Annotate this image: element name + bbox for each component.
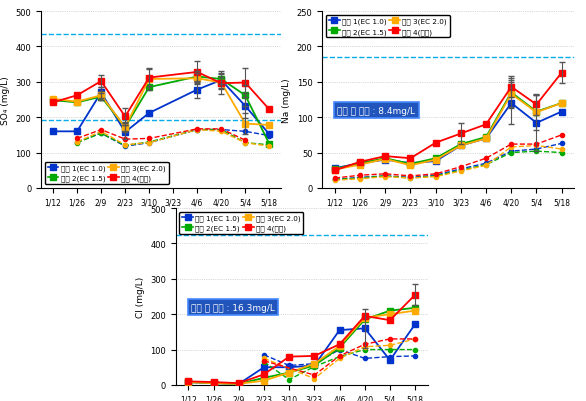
Legend: 배액 1(EC 1.0), 배액 2(EC 1.5), 배액 3(EC 2.0), 배액 4(전량): 배액 1(EC 1.0), 배액 2(EC 1.5), 배액 3(EC 2.0)… <box>45 162 169 185</box>
Y-axis label: Na (mg/L): Na (mg/L) <box>282 78 291 123</box>
Y-axis label: SO₄ (mg/L): SO₄ (mg/L) <box>1 76 10 125</box>
Y-axis label: Cl (mg/L): Cl (mg/L) <box>135 276 145 317</box>
Text: 원수 내 농도 : 16.3mg/L: 원수 내 농도 : 16.3mg/L <box>191 303 275 312</box>
Legend: 배액 1(EC 1.0), 배액 2(EC 1.5), 배액 3(EC 2.0), 배액 4(전량): 배액 1(EC 1.0), 배액 2(EC 1.5), 배액 3(EC 2.0)… <box>326 16 450 38</box>
Text: 원수 내 농도 : 8.4mg/L: 원수 내 농도 : 8.4mg/L <box>338 106 415 115</box>
Legend: 배액 1(EC 1.0), 배액 2(EC 1.5), 배액 3(EC 2.0), 배액 4(전량): 배액 1(EC 1.0), 배액 2(EC 1.5), 배액 3(EC 2.0)… <box>179 212 304 235</box>
